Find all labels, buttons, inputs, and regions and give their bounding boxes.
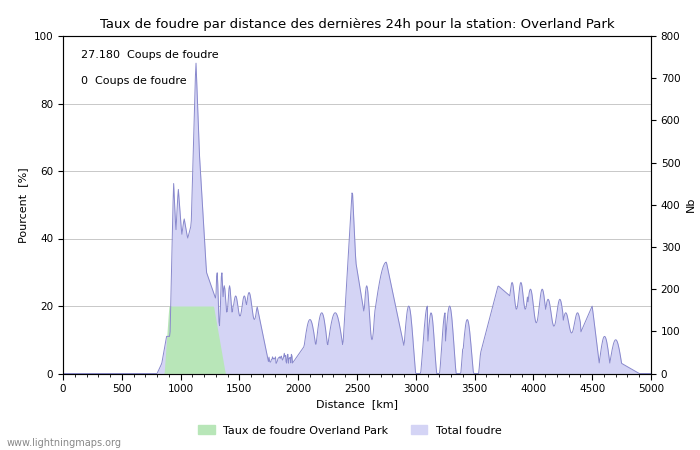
Text: www.lightningmaps.org: www.lightningmaps.org	[7, 438, 122, 448]
Legend: Taux de foudre Overland Park, Total foudre: Taux de foudre Overland Park, Total foud…	[193, 421, 507, 440]
Y-axis label: Pourcent  [%]: Pourcent [%]	[18, 167, 28, 243]
Text: 0  Coups de foudre: 0 Coups de foudre	[80, 76, 186, 86]
X-axis label: Distance  [km]: Distance [km]	[316, 400, 398, 410]
Text: 27.180  Coups de foudre: 27.180 Coups de foudre	[80, 50, 218, 59]
Title: Taux de foudre par distance des dernières 24h pour la station: Overland Park: Taux de foudre par distance des dernière…	[99, 18, 615, 31]
Y-axis label: Nb: Nb	[686, 197, 696, 212]
